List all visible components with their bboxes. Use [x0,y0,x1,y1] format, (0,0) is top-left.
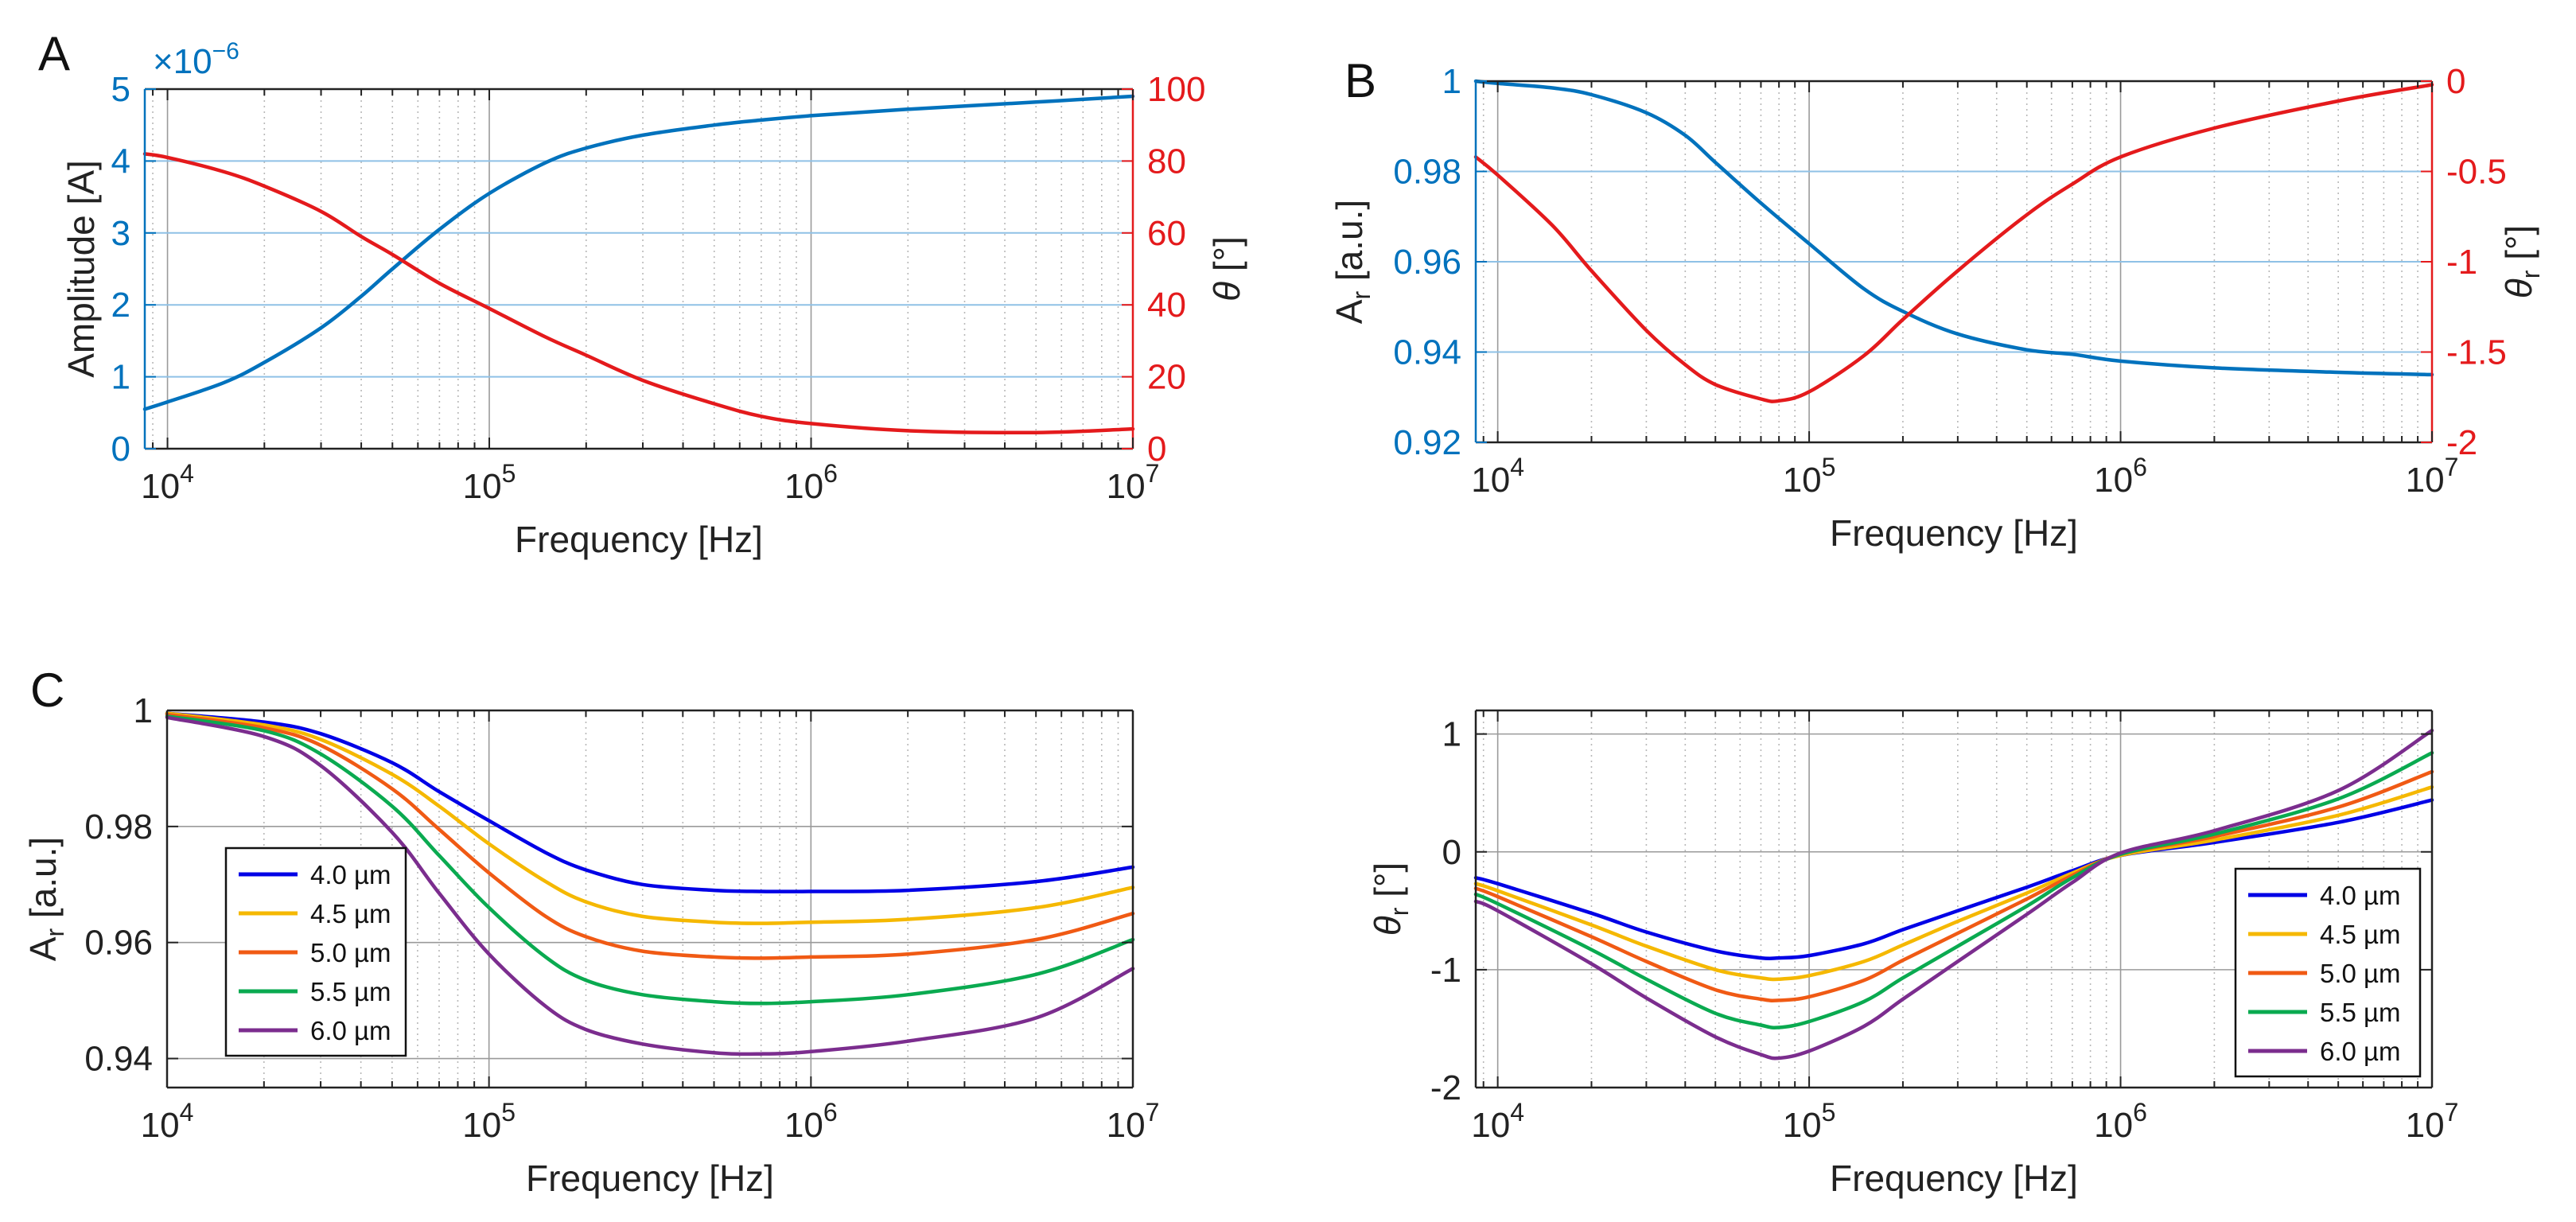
x-tick-label: 105 [1783,453,1836,500]
panel-c-amplitude-chart: 104 105 106 107 Frequency [Hz] 0.94 0.96 0.98 1 A… [22,691,1159,1199]
y-right-tick-label: 20 [1147,358,1186,397]
y-left-axis-title: Ar [a.u.] [1329,200,1376,324]
x-tick-label: 104 [1471,453,1524,500]
legend-label: 6.0 µm [310,1016,391,1045]
x-tick-label: 107 [2406,453,2459,500]
y-right-tick-label: -1.5 [2446,333,2507,372]
series-line-1 [1473,798,2434,961]
y-left-tick-label: 0.92 [1393,423,1461,462]
x-tick-label: 104 [1471,1098,1524,1145]
legend-label: 5.5 µm [2320,998,2401,1027]
y-left-tick-label: 1 [134,691,153,730]
y-left-tick-label: 0 [111,430,130,469]
legend-label: 4.0 µm [310,860,391,889]
x-axis-title: Frequency [Hz] [515,519,763,560]
y-left-tick-label: 5 [111,70,130,109]
legend-label: 5.5 µm [310,977,391,1006]
x-tick-label: 107 [1107,459,1160,506]
y-left-multiplier: ×10−6 [153,38,239,81]
y-left-tick-label: 0.96 [1393,243,1461,282]
x-tick-label: 104 [141,1098,194,1145]
series-line-2 [1473,785,2434,982]
legend: 4.0 µm 4.5 µm 5.0 µm 5.5 µm 6.0 µm [2234,867,2422,1078]
y-right-tick-label: 100 [1147,70,1205,109]
y-left-tick-label: -2 [1430,1068,1461,1107]
x-tick-label: 105 [462,1098,516,1145]
y-left-axis-title: Ar [a.u.] [22,837,69,961]
series-line-5 [165,715,1135,1057]
y-left-axis-title: θr [°] [1367,862,1414,936]
y-left-tick-label: 1 [1442,62,1461,101]
series-line-4 [165,714,1135,1006]
y-right-tick-label: 0 [2446,62,2465,101]
y-left-tick-label: 0.94 [84,1040,153,1079]
y-left-tick-label: 1 [111,358,130,397]
panel-letter-b: B [1344,54,1376,107]
legend-label: 5.0 µm [310,938,391,967]
series-line-3 [165,712,1135,960]
legend-label: 4.0 µm [2320,881,2401,910]
x-tick-label: 106 [2094,1098,2147,1145]
plot-area [145,89,1133,449]
y-left-tick-label: 0.96 [84,924,153,963]
series-line-2 [1473,83,2434,403]
legend-label: 4.5 µm [2320,920,2401,949]
y-left-tick-label: 0.98 [84,808,153,846]
y-right-tick-label: 40 [1147,286,1186,325]
series-line-4 [1473,751,2434,1029]
x-tick-label: 106 [784,459,838,506]
y-left-tick-label: 0.98 [1393,153,1461,192]
x-tick-label: 105 [1783,1098,1836,1145]
panel-b-chart: 104 105 106 107 Frequency [Hz] 0.92 0.94 0.96 0.… [1329,62,2545,554]
y-right-axis-title: θ [°] [1206,236,1247,302]
x-tick-label: 106 [784,1098,838,1145]
series-line-5 [1473,728,2434,1060]
series-line-3 [1473,769,2434,1002]
x-tick-label: 107 [1107,1098,1160,1145]
y-right-axis-title: θr [°] [2498,225,2545,298]
series-line-1 [1473,79,2434,377]
x-tick-label: 106 [2094,453,2147,500]
series-line-1 [142,94,1135,411]
y-right-tick-label: -1 [2446,243,2477,282]
legend: 4.0 µm 4.5 µm 5.0 µm 5.5 µm 6.0 µm [224,846,407,1057]
x-axis-title: Frequency [Hz] [526,1158,774,1199]
y-left-tick-label: 0 [1442,833,1461,872]
y-right-tick-label: 0 [1147,430,1166,469]
series-line-2 [165,711,1135,925]
legend-label: 4.5 µm [310,899,391,928]
legend-label: 6.0 µm [2320,1037,2401,1066]
x-tick-label: 107 [2406,1098,2459,1145]
y-left-tick-label: 1 [1442,715,1461,754]
series-line-2 [142,152,1135,435]
panel-letter-a: A [38,27,70,80]
y-left-tick-label: 0.94 [1393,333,1461,372]
y-left-tick-label: -1 [1430,951,1461,990]
y-right-tick-label: 80 [1147,142,1186,181]
y-right-tick-label: 60 [1147,214,1186,253]
panel-a-chart: 104 105 106 107 Frequency [Hz] 0 1 2 3 4 5 Amplitud… [60,38,1247,560]
x-tick-label: 105 [463,459,516,506]
y-left-tick-label: 2 [111,286,130,325]
x-axis-title: Frequency [Hz] [1830,1158,2078,1199]
x-tick-label: 104 [141,459,194,506]
y-right-tick-label: -0.5 [2446,153,2507,192]
y-left-axis-title: Amplitude [A] [60,160,102,378]
panel-letter-c: C [30,664,64,717]
legend-label: 5.0 µm [2320,959,2401,988]
y-left-tick-label: 4 [111,142,130,181]
panel-c-phase-chart: 104 105 106 107 Frequency [Hz] -2 -1 0 1 θr [°] 4.… [1367,709,2459,1199]
y-left-tick-label: 3 [111,214,130,253]
x-axis-title: Frequency [Hz] [1830,512,2078,554]
series-line-1 [165,711,1135,893]
y-right-tick-label: -2 [2446,423,2477,462]
